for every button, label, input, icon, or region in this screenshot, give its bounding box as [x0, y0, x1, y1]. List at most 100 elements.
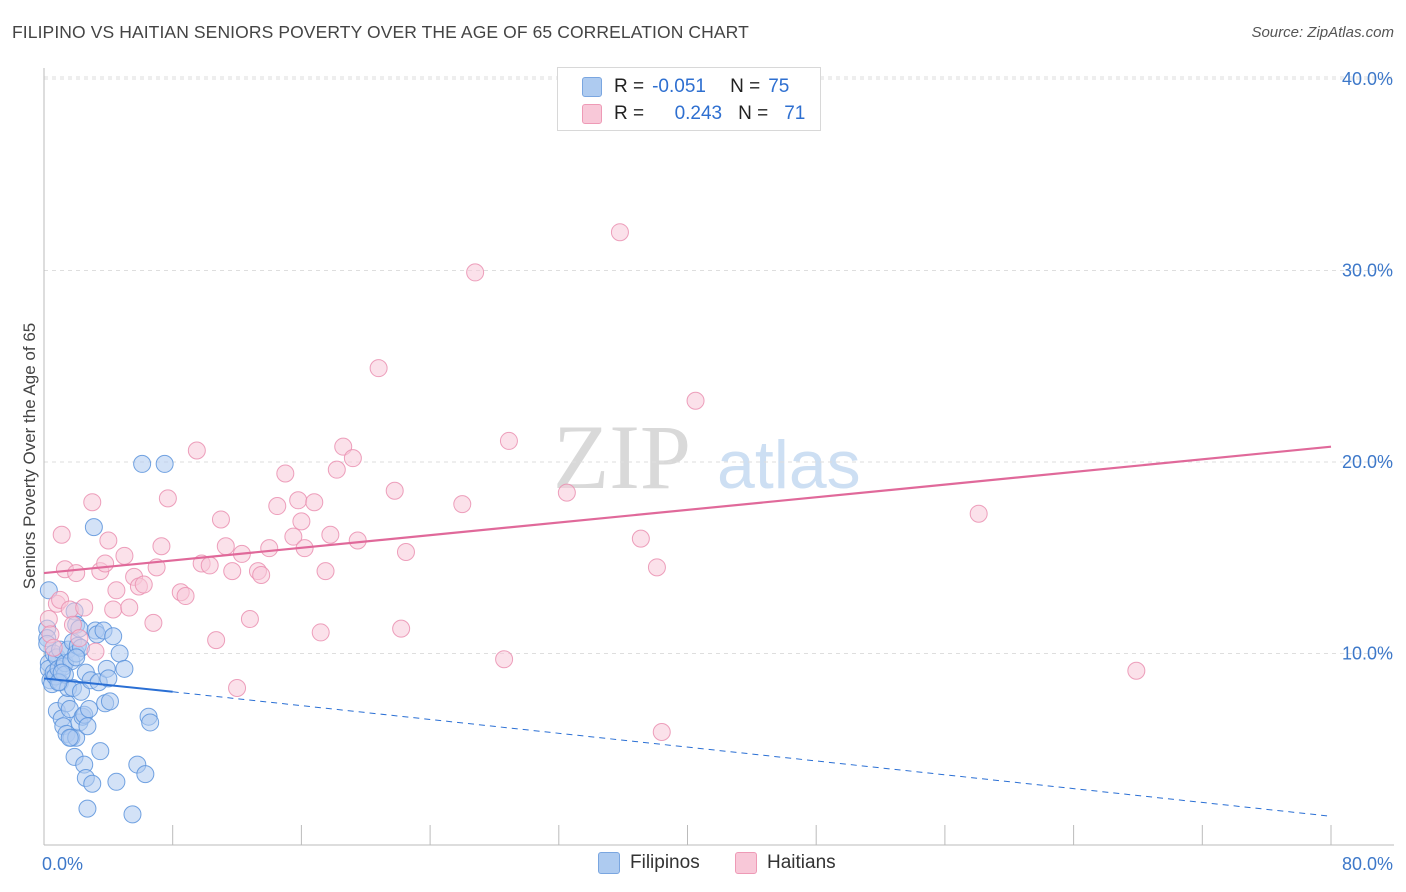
haitian-point	[44, 638, 63, 657]
haitian-point	[557, 483, 576, 502]
haitian-point	[289, 491, 308, 510]
haitian-point	[207, 631, 226, 650]
legend-r-label: R =	[614, 76, 645, 97]
haitian-point	[144, 613, 163, 632]
haitian-point	[52, 525, 71, 544]
filipino-point	[78, 799, 97, 818]
filipino-point	[83, 774, 102, 793]
filipinos-trend-solid	[43, 677, 173, 693]
correlation-legend: R = -0.051 N = 75 R = 0.243 N = 71	[557, 67, 821, 131]
y-tick-label: 30.0%	[1342, 261, 1393, 281]
legend-row-haitians: R = 0.243 N = 71	[582, 102, 805, 126]
haitian-point	[969, 504, 988, 523]
haitian-point	[223, 562, 242, 581]
chart-title: FILIPINO VS HAITIAN SENIORS POVERTY OVER…	[12, 22, 749, 42]
haitian-point	[86, 642, 105, 661]
haitian-point	[240, 610, 259, 629]
haitian-point	[499, 431, 518, 450]
filipino-point	[52, 663, 71, 682]
haitian-point	[334, 437, 353, 456]
x-tick-label: 80.0%	[1342, 854, 1393, 874]
filipino-point	[136, 765, 155, 784]
haitian-point	[99, 531, 118, 550]
legend-item-filipinos: Filipinos	[598, 852, 700, 874]
haitian-point	[343, 449, 362, 468]
haitian-point	[134, 575, 153, 594]
source-label: Source: ZipAtlas.com	[1251, 24, 1394, 41]
haitian-point	[495, 650, 514, 669]
haitian-point	[284, 527, 303, 546]
haitian-point	[176, 587, 195, 606]
filipino-point	[115, 659, 134, 678]
filipino-point	[133, 454, 152, 473]
haitian-point	[392, 619, 411, 638]
haitian-point	[115, 546, 134, 565]
haitian-point	[70, 629, 89, 648]
legend-item-haitians: Haitians	[735, 852, 836, 874]
haitian-point	[396, 543, 415, 562]
haitian-point	[211, 510, 230, 529]
haitian-point	[305, 493, 324, 512]
haitian-point	[327, 460, 346, 479]
haitian-point	[321, 525, 340, 544]
filipino-point	[99, 669, 118, 688]
filipino-point	[107, 772, 126, 791]
haitian-point	[187, 441, 206, 460]
legend-n-label: N =	[738, 103, 769, 124]
filipinos-trend-dashed	[172, 691, 1332, 817]
haitian-point	[39, 610, 58, 629]
filipino-point	[141, 713, 160, 732]
filipino-point	[100, 692, 119, 711]
filipino-point	[110, 644, 129, 663]
haitians-trend-line	[43, 445, 1332, 575]
filipino-point	[84, 518, 103, 537]
y-tick-label: 20.0%	[1342, 452, 1393, 472]
trend-lines	[43, 445, 1332, 817]
haitian-point	[385, 481, 404, 500]
legend-n-value: 75	[768, 76, 790, 97]
haitians-points	[39, 223, 1146, 742]
haitian-point	[610, 223, 629, 242]
watermark-atlas: atlas	[717, 427, 861, 503]
haitian-point	[316, 562, 335, 581]
haitian-point	[652, 723, 671, 742]
legend-n-label: N =	[730, 76, 761, 97]
haitian-point	[75, 598, 94, 617]
haitian-point	[107, 581, 126, 600]
filipino-point	[67, 648, 86, 667]
haitian-point	[686, 391, 705, 410]
haitians-legend-label: Haitians	[767, 852, 836, 873]
legend-row-filipinos: R = -0.051 N = 75	[582, 75, 789, 99]
haitian-point	[152, 537, 171, 556]
filipino-point	[104, 627, 123, 646]
legend-n-value: 71	[784, 103, 806, 124]
haitian-point	[96, 554, 115, 573]
filipino-point	[78, 717, 97, 736]
tick-labels: 10.0% 20.0% 30.0% 40.0% 0.0% 80.0%	[42, 69, 1393, 874]
y-tick-label: 40.0%	[1342, 69, 1393, 89]
filipinos-swatch	[582, 77, 602, 97]
haitian-point	[83, 493, 102, 512]
haitian-point	[67, 564, 86, 583]
haitian-point	[228, 678, 247, 697]
filipino-point	[72, 682, 91, 701]
haitians-swatch	[582, 104, 602, 124]
filipino-point	[123, 805, 142, 824]
x-tick-label: 0.0%	[42, 854, 83, 874]
haitians-legend-swatch	[735, 852, 757, 874]
haitian-point	[631, 529, 650, 548]
filipino-point	[155, 454, 174, 473]
haitian-point	[260, 539, 279, 558]
haitian-point	[1127, 661, 1146, 680]
haitian-point	[466, 263, 485, 282]
haitian-point	[369, 359, 388, 378]
y-tick-label: 10.0%	[1342, 644, 1393, 664]
haitian-point	[104, 600, 123, 619]
zipatlas-watermark: ZIP atlas	[553, 406, 861, 508]
haitian-point	[292, 512, 311, 531]
haitian-point	[311, 623, 330, 642]
haitian-point	[647, 558, 666, 577]
haitian-point	[268, 497, 287, 516]
haitian-point	[216, 537, 235, 556]
